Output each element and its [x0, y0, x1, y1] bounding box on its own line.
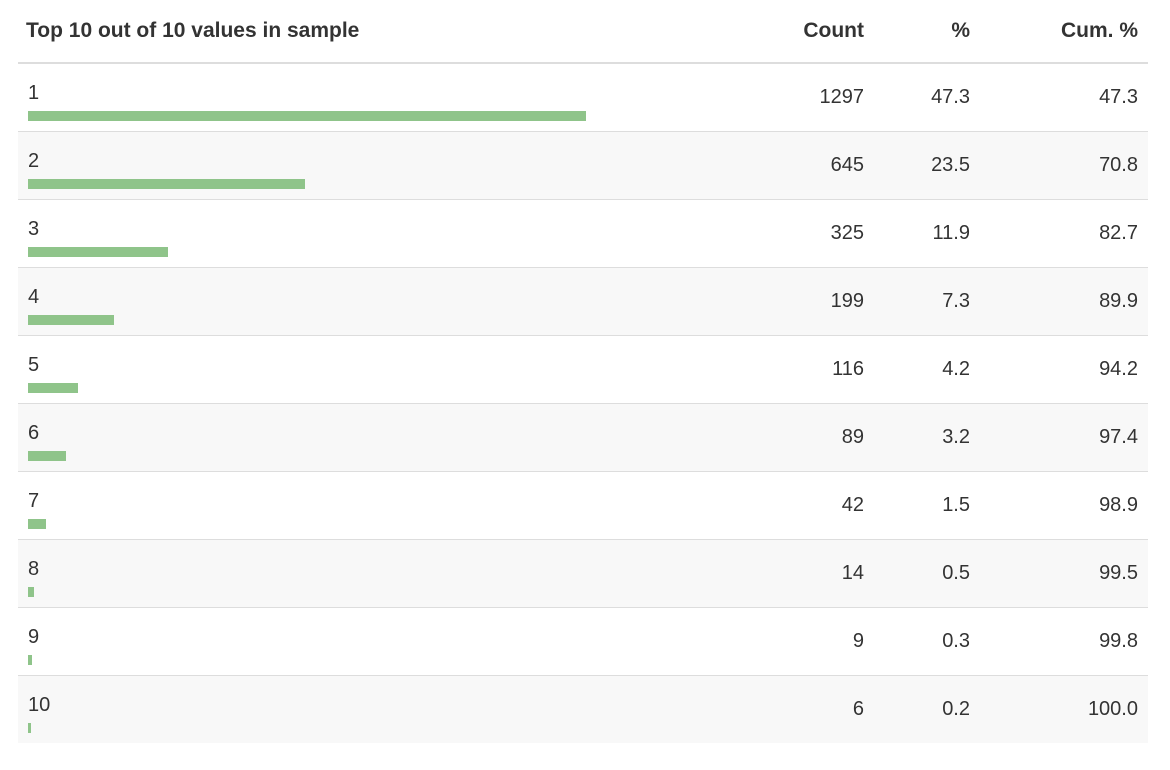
- cumulative-percent-cell: 99.8: [978, 607, 1148, 676]
- cumulative-percent-cell: 94.2: [978, 335, 1148, 404]
- value-label: 9: [28, 625, 40, 648]
- frequency-bar: [28, 654, 32, 665]
- value-label: 2: [28, 149, 40, 172]
- value-cell: 5: [18, 335, 760, 404]
- count-cell: 645: [760, 131, 872, 200]
- table-row: 6 89 3.2 97.4: [18, 403, 1148, 472]
- count-cell: 89: [760, 403, 872, 472]
- count-cell: 325: [760, 199, 872, 268]
- count-cell: 1297: [760, 63, 872, 132]
- frequency-bar-track: [28, 586, 586, 597]
- percent-cell: 23.5: [872, 131, 978, 200]
- percent-cell: 4.2: [872, 335, 978, 404]
- cumulative-percent-cell: 70.8: [978, 131, 1148, 200]
- value-label: 4: [28, 285, 40, 308]
- frequency-bar: [28, 111, 586, 121]
- frequency-bar-track: [28, 111, 586, 121]
- table-row: 10 6 0.2 100.0: [18, 675, 1148, 743]
- table-row: 5 116 4.2 94.2: [18, 335, 1148, 404]
- value-cell: 1: [18, 63, 760, 132]
- percent-cell: 0.3: [872, 607, 978, 676]
- cumulative-percent-cell: 82.7: [978, 199, 1148, 268]
- count-cell: 199: [760, 267, 872, 336]
- value-label: 5: [28, 353, 40, 376]
- table-row: 4 199 7.3 89.9: [18, 267, 1148, 336]
- cumulative-percent-column-header: Cum. %: [978, 0, 1148, 64]
- frequency-table-container: Top 10 out of 10 values in sample Count …: [18, 0, 1148, 743]
- percent-cell: 3.2: [872, 403, 978, 472]
- value-label: 10: [28, 693, 51, 716]
- table-header-row: Top 10 out of 10 values in sample Count …: [18, 0, 1148, 64]
- count-cell: 9: [760, 607, 872, 676]
- frequency-bar: [28, 722, 31, 733]
- frequency-bar-track: [28, 178, 586, 189]
- table-row: 8 14 0.5 99.5: [18, 539, 1148, 608]
- percent-cell: 0.2: [942, 697, 970, 720]
- cumulative-percent-cell: 89.9: [978, 267, 1148, 336]
- value-label: 3: [28, 217, 40, 240]
- frequency-bar: [28, 382, 78, 393]
- table-row: 9 9 0.3 99.8: [18, 607, 1148, 676]
- count-cell: 14: [760, 539, 872, 608]
- value-label: 7: [28, 489, 40, 512]
- percent-cell: 47.3: [872, 63, 978, 132]
- frequency-table: Top 10 out of 10 values in sample Count …: [18, 0, 1148, 743]
- count-cell: 6: [852, 697, 864, 720]
- frequency-bar-track: [28, 722, 586, 733]
- frequency-bar-track: [28, 654, 586, 665]
- value-column-header: Top 10 out of 10 values in sample: [18, 0, 760, 64]
- value-cell: 8: [18, 539, 760, 608]
- cumulative-percent-cell: 47.3: [978, 63, 1148, 132]
- cumulative-percent-cell: 98.9: [978, 471, 1148, 540]
- table-row: 1 1297 47.3 47.3: [18, 63, 1148, 132]
- percent-cell: 7.3: [872, 267, 978, 336]
- table-row: 7 42 1.5 98.9: [18, 471, 1148, 540]
- frequency-bar-track: [28, 246, 586, 257]
- table-row: 3 325 11.9 82.7: [18, 199, 1148, 268]
- table-row: 2 645 23.5 70.8: [18, 131, 1148, 200]
- percent-column-header: %: [872, 0, 978, 64]
- value-cell: 2: [18, 131, 760, 200]
- cumulative-percent-cell: 97.4: [978, 403, 1148, 472]
- frequency-bar: [28, 586, 34, 597]
- frequency-bar: [28, 518, 46, 529]
- value-cell: 10: [18, 675, 760, 743]
- frequency-bar-track: [28, 450, 586, 461]
- frequency-bar: [28, 450, 66, 461]
- percent-cell: 1.5: [872, 471, 978, 540]
- value-cell: 7: [18, 471, 760, 540]
- value-cell: 6: [18, 403, 760, 472]
- count-cell: 116: [760, 335, 872, 404]
- percent-cell: 0.5: [872, 539, 978, 608]
- count-cell: 42: [760, 471, 872, 540]
- frequency-bar-track: [28, 314, 586, 325]
- value-cell: 4: [18, 267, 760, 336]
- value-label: 8: [28, 557, 40, 580]
- cumulative-percent-cell: 100.0: [1087, 697, 1138, 720]
- frequency-bar: [28, 246, 168, 257]
- frequency-bar-track: [28, 382, 586, 393]
- value-label: 6: [28, 421, 40, 444]
- table-body: 1 1297 47.3 47.3 2 645 23.5 70.8 3 325 11.9 82.7 4 19…: [18, 63, 1148, 743]
- frequency-bar: [28, 178, 305, 189]
- value-cell: 9: [18, 607, 760, 676]
- percent-cell: 11.9: [872, 199, 978, 268]
- frequency-bar: [28, 314, 114, 325]
- value-cell: 3: [18, 199, 760, 268]
- cumulative-percent-cell: 99.5: [978, 539, 1148, 608]
- count-column-header: Count: [760, 0, 872, 64]
- frequency-bar-track: [28, 518, 586, 529]
- value-label: 1: [28, 82, 40, 104]
